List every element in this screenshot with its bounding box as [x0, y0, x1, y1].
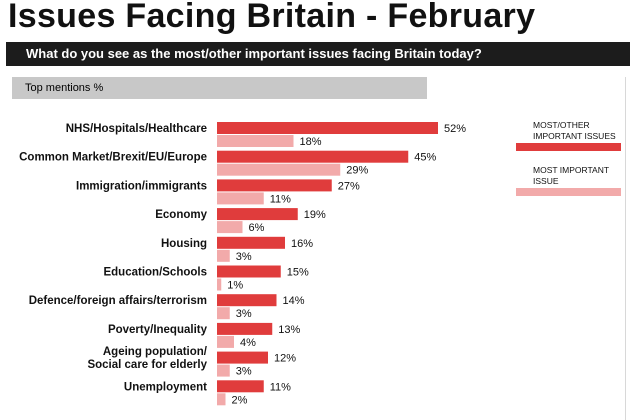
bar-most-important: [217, 221, 243, 234]
bar-most-important: [217, 135, 294, 147]
value-label-most-important: 2%: [232, 394, 248, 406]
bar-most-important: [217, 249, 230, 262]
value-label-most-important: 1%: [227, 280, 243, 292]
category-label: Housing: [161, 238, 207, 250]
value-label-most-important: 6%: [249, 222, 265, 234]
legend-label-most-important-line-2: ISSUE: [533, 176, 559, 186]
value-label-most-other: 45%: [414, 152, 436, 164]
bar-most-important: [217, 192, 264, 205]
bar-most-other: [217, 265, 281, 278]
value-label-most-other: 52%: [444, 123, 466, 135]
bar-most-other: [217, 322, 273, 335]
category-label: Poverty/Inequality: [108, 324, 208, 336]
value-label-most-other: 14%: [283, 295, 305, 307]
value-label-most-important: 3%: [236, 308, 252, 320]
bar-most-other: [217, 122, 438, 134]
category-label: Unemployment: [124, 381, 207, 393]
bar-most-important: [217, 163, 341, 176]
bar-most-other: [217, 150, 409, 163]
page-title: Issues Facing Britain - February: [8, 0, 536, 35]
value-label-most-other: 27%: [338, 180, 360, 192]
bar-most-other: [217, 380, 264, 393]
value-label-most-other: 16%: [291, 238, 313, 250]
bar-most-important: [217, 307, 230, 320]
value-label-most-important: 18%: [300, 136, 322, 148]
question-banner: What do you see as the most/other import…: [6, 42, 630, 66]
category-label: Defence/foreign affairs/terrorism: [29, 295, 207, 307]
value-label-most-important: 29%: [346, 165, 368, 177]
category-label: NHS/Hospitals/Healthcare: [66, 123, 207, 135]
legend-label-most-other-line-1: MOST/OTHER: [533, 120, 590, 130]
value-label-most-other: 11%: [270, 381, 291, 393]
legend-label-most-important-line-1: MOST IMPORTANT: [533, 165, 610, 175]
category-label: Common Market/Brexit/EU/Europe: [19, 152, 207, 164]
bar-most-important: [217, 393, 226, 406]
bar-most-important: [217, 335, 234, 348]
category-label: Immigration/immigrants: [76, 180, 207, 192]
bar-most-important: [217, 278, 222, 291]
bar-most-other: [217, 208, 298, 221]
bar-most-other: [217, 294, 277, 307]
value-label-most-other: 15%: [287, 267, 309, 279]
value-label-most-important: 4%: [240, 337, 256, 349]
top-mentions-header: Top mentions %: [12, 77, 427, 99]
category-label: Ageing population/Social care for elderl…: [87, 346, 207, 371]
bar-most-important: [217, 364, 230, 377]
legend-swatch-most-important: [516, 188, 621, 196]
value-label-most-important: 3%: [236, 366, 252, 378]
value-label-most-important: 11%: [270, 193, 291, 205]
legend-label-most-other: MOST/OTHER IMPORTANT ISSUES: [533, 120, 630, 142]
bar-most-other: [217, 351, 268, 364]
value-label-most-other: 13%: [278, 324, 300, 336]
bar-most-other: [217, 236, 285, 249]
divider-line: [625, 77, 626, 420]
value-label-most-other: 12%: [274, 353, 296, 365]
value-label-most-important: 3%: [236, 251, 252, 263]
bar-most-other: [217, 179, 332, 192]
category-label: Education/Schools: [103, 267, 207, 279]
category-label: Economy: [155, 209, 207, 221]
legend-swatch-most-other: [516, 143, 621, 151]
legend-label-most-other-line-2: IMPORTANT ISSUES: [533, 131, 616, 141]
value-label-most-other: 19%: [304, 209, 326, 221]
legend-label-most-important: MOST IMPORTANT ISSUE: [533, 165, 630, 187]
